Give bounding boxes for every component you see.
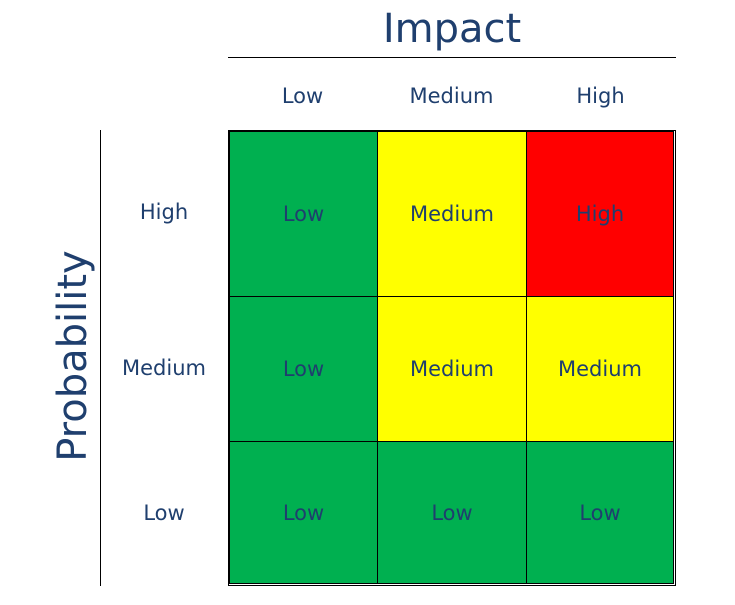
impact-header-high: High	[576, 84, 625, 108]
probability-header-medium: Medium	[122, 356, 206, 380]
matrix-cell-high-high: High	[526, 131, 674, 297]
impact-axis-rule	[228, 57, 676, 58]
matrix-cell-low-high: Low	[526, 441, 674, 584]
impact-header-medium: Medium	[409, 84, 494, 108]
matrix-cell-medium-medium: Medium	[377, 296, 527, 442]
matrix-cell-high-medium: Medium	[377, 131, 527, 297]
impact-header-low: Low	[281, 84, 324, 108]
matrix-cell-medium-high: Medium	[526, 296, 674, 442]
matrix-cell-low-low: Low	[229, 441, 378, 584]
probability-header-high: High	[139, 200, 189, 224]
risk-matrix-grid: Low Medium High Low Medium Medium Low Lo…	[228, 130, 676, 586]
probability-axis-title: Probability	[50, 250, 96, 462]
probability-header-low: Low	[143, 501, 185, 525]
matrix-cell-medium-low: Low	[229, 296, 378, 442]
impact-axis-title: Impact	[382, 6, 522, 52]
matrix-cell-high-low: Low	[229, 131, 378, 297]
probability-axis-rule	[100, 130, 101, 586]
matrix-cell-low-medium: Low	[377, 441, 527, 584]
